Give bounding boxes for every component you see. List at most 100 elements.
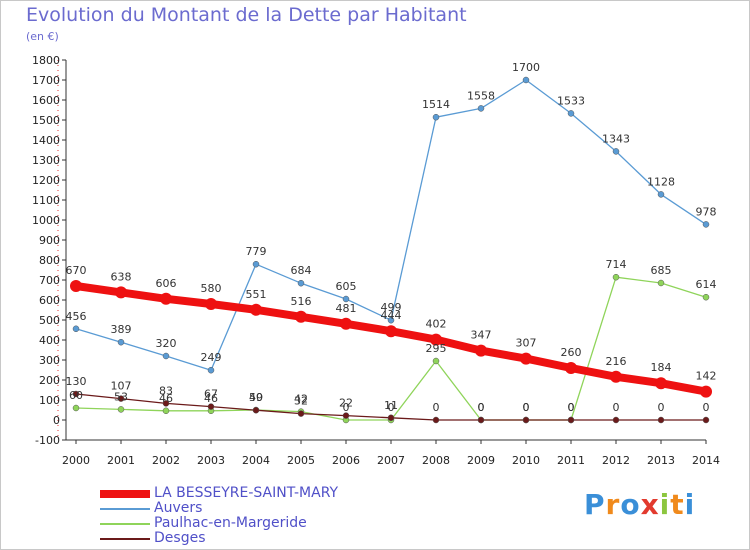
data-label-paulhac-en-margeride: 50 (249, 391, 263, 404)
data-label-auvers: 1700 (512, 61, 540, 74)
data-point-la-besseyre-saint-mary (160, 292, 172, 305)
data-label-la-besseyre-saint-mary: 481 (336, 302, 357, 315)
data-label-auvers: 1128 (647, 175, 675, 188)
data-point-auvers (297, 279, 305, 287)
data-label-paulhac-en-margeride: 685 (651, 264, 672, 277)
data-label-auvers: 1514 (422, 98, 450, 111)
y-tick-label: 100 (39, 394, 60, 407)
x-tick-label: 2013 (647, 454, 675, 467)
data-point-paulhac-en-margeride (432, 357, 440, 365)
data-point-desges (207, 403, 215, 410)
data-label-desges: 83 (159, 384, 173, 397)
data-point-la-besseyre-saint-mary (655, 377, 667, 390)
data-point-auvers (252, 260, 260, 268)
data-label-desges: 130 (66, 375, 87, 388)
y-tick-label: 1200 (32, 174, 60, 187)
data-point-auvers (522, 76, 530, 84)
data-label-auvers: 1533 (557, 94, 585, 107)
y-tick-label: 500 (39, 314, 60, 327)
x-tick-label: 2008 (422, 454, 450, 467)
data-label-desges: 0 (568, 401, 575, 414)
data-label-auvers: 499 (381, 301, 402, 314)
data-label-auvers: 605 (336, 280, 357, 293)
data-point-paulhac-en-margeride (612, 273, 620, 281)
data-label-desges: 107 (111, 380, 132, 393)
data-label-paulhac-en-margeride: 46 (204, 392, 218, 405)
data-label-la-besseyre-saint-mary: 347 (471, 329, 492, 342)
data-point-desges (252, 406, 260, 414)
x-tick-label: 2000 (62, 454, 90, 467)
data-label-la-besseyre-saint-mary: 551 (246, 288, 267, 301)
data-label-paulhac-en-margeride: 714 (606, 258, 627, 271)
data-label-auvers: 389 (111, 323, 132, 336)
data-point-desges (162, 400, 170, 407)
legend-label: Auvers (154, 500, 203, 516)
data-point-auvers (162, 352, 170, 360)
data-point-la-besseyre-saint-mary (700, 385, 712, 398)
data-label-paulhac-en-margeride: 0 (568, 401, 575, 414)
data-point-paulhac-en-margeride (117, 406, 125, 413)
data-point-desges (297, 410, 305, 417)
y-tick-label: 1500 (32, 114, 60, 127)
x-tick-label: 2007 (377, 454, 405, 467)
x-tick-label: 2010 (512, 454, 540, 467)
data-label-desges: 49 (249, 391, 263, 404)
data-label-auvers: 320 (156, 337, 177, 350)
logo-letter: t (670, 488, 685, 521)
y-tick-label: 1300 (32, 154, 60, 167)
data-point-la-besseyre-saint-mary (70, 280, 82, 292)
data-label-paulhac-en-margeride: 0 (343, 401, 350, 414)
y-tick-label: 900 (39, 234, 60, 247)
y-tick-label: -100 (35, 434, 60, 447)
logo-letter: r (605, 488, 621, 521)
y-tick-label: 700 (39, 274, 60, 287)
data-label-paulhac-en-margeride: 0 (388, 401, 395, 414)
y-tick-label: 1700 (32, 74, 60, 87)
data-point-auvers (117, 338, 125, 346)
y-tick-label: 300 (39, 354, 60, 367)
data-point-desges (657, 416, 665, 424)
legend-label: Desges (154, 530, 206, 546)
data-label-desges: 32 (294, 395, 308, 408)
logo-letter: x (640, 488, 660, 521)
data-label-auvers: 1343 (602, 132, 630, 145)
legend-swatch (100, 538, 150, 540)
x-tick-label: 2006 (332, 454, 360, 467)
data-label-desges: 67 (204, 388, 218, 401)
data-point-desges (702, 416, 710, 424)
data-label-la-besseyre-saint-mary: 516 (291, 295, 312, 308)
series-labels: 4563893202497796846054991514155817001533… (66, 61, 717, 414)
data-label-la-besseyre-saint-mary: 307 (516, 337, 537, 350)
data-point-desges (342, 412, 350, 419)
data-label-desges: 0 (478, 401, 485, 414)
x-tick-label: 2001 (107, 454, 135, 467)
data-label-la-besseyre-saint-mary: 580 (201, 282, 222, 295)
series-points (70, 76, 712, 424)
data-label-desges: 0 (703, 401, 710, 414)
data-label-la-besseyre-saint-mary: 638 (111, 270, 132, 283)
data-label-auvers: 978 (696, 205, 717, 218)
data-label-paulhac-en-margeride: 42 (294, 393, 308, 406)
data-point-auvers (477, 105, 485, 112)
axes: -100010020030040050060070080090010001100… (32, 54, 720, 467)
data-label-la-besseyre-saint-mary: 606 (156, 277, 177, 290)
chart-title: Evolution du Montant de la Dette par Hab… (26, 4, 467, 26)
data-point-desges (117, 395, 125, 402)
data-label-desges: 22 (339, 397, 353, 410)
data-label-paulhac-en-margeride: 53 (114, 390, 128, 403)
data-label-la-besseyre-saint-mary: 670 (66, 264, 87, 277)
data-label-auvers: 1558 (467, 89, 495, 102)
y-tick-label: 800 (39, 254, 60, 267)
x-tick-label: 2012 (602, 454, 630, 467)
data-point-auvers (432, 113, 440, 121)
data-point-la-besseyre-saint-mary (250, 303, 262, 316)
data-point-auvers (612, 148, 620, 155)
data-point-desges (477, 416, 485, 424)
data-point-la-besseyre-saint-mary (385, 325, 397, 338)
data-point-desges (432, 416, 440, 424)
data-label-desges: 0 (613, 401, 620, 414)
data-label-desges: 0 (433, 401, 440, 414)
y-tick-label: 1400 (32, 134, 60, 147)
y-tick-label: 600 (39, 294, 60, 307)
